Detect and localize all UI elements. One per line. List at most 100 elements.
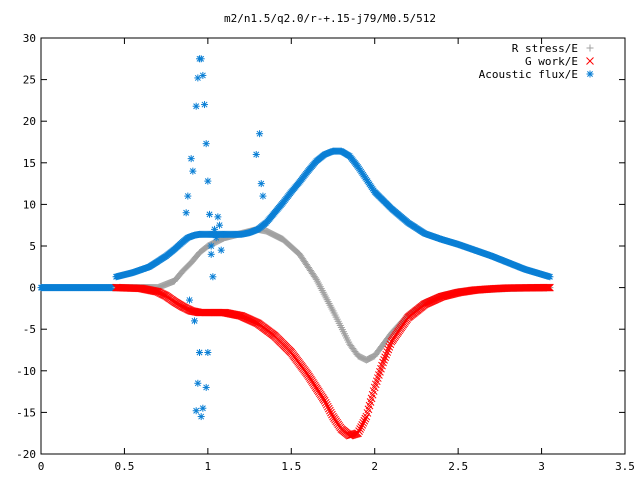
data-point-d2 (356, 425, 364, 433)
data-point-d2 (546, 283, 554, 292)
data-point-d2 (226, 309, 235, 318)
data-point-d2 (223, 309, 232, 318)
data-point-d2 (323, 402, 332, 411)
data-point (384, 345, 393, 354)
data-point-d2 (147, 286, 155, 295)
x-tick-label: 0 (38, 460, 45, 473)
data-point-d2 (234, 311, 243, 320)
data-point-d2 (227, 310, 236, 318)
data-point (320, 396, 329, 405)
data-point-d2 (152, 287, 161, 296)
x-tick-label: 3.5 (615, 460, 635, 473)
y-tick-label: 20 (23, 115, 36, 128)
data-point (355, 427, 363, 435)
data-point-d2 (326, 406, 334, 415)
y-tick-label: 5 (29, 240, 36, 253)
data-point (385, 343, 394, 351)
y-tick-label: 30 (23, 32, 36, 45)
data-point-d2 (222, 309, 231, 317)
data-point-d2 (327, 408, 335, 417)
data-point-d2 (379, 358, 387, 367)
data-point (151, 287, 160, 296)
y-tick-label: 10 (23, 198, 36, 211)
data-point (380, 356, 388, 364)
data-point-d2 (543, 283, 551, 292)
data-point-d2 (380, 356, 388, 364)
data-point-d2 (357, 423, 366, 431)
data-point-d2 (386, 340, 395, 349)
data-point (322, 400, 331, 409)
data-point-d2 (148, 286, 156, 295)
data-point-d2 (143, 285, 151, 294)
data-point (354, 429, 362, 438)
data-point-d2 (225, 309, 234, 318)
y-tick-label: -20 (16, 448, 36, 461)
data-point-d2 (324, 404, 333, 413)
x-tick-label: 0.5 (114, 460, 134, 473)
data-point-d2 (358, 421, 367, 429)
data-point-d2 (229, 310, 238, 319)
flux-baseline-series (37, 284, 120, 292)
data-point-d2 (137, 284, 145, 293)
data-point (328, 410, 336, 419)
x-tick-label: 2 (371, 460, 378, 473)
series-1 (112, 283, 554, 440)
data-point-d2 (233, 311, 242, 319)
data-point (379, 358, 387, 367)
data-point-d2 (544, 283, 552, 292)
data-point (357, 423, 366, 431)
data-point-d2 (140, 285, 148, 293)
y-tick-label: -10 (16, 365, 36, 378)
data-point-d2 (142, 285, 150, 294)
data-point-d2 (146, 286, 154, 295)
data-point (321, 398, 330, 407)
data-point (356, 425, 364, 433)
data-point-d2 (320, 396, 329, 405)
data-point-d2 (141, 285, 149, 294)
data-point-d2 (359, 418, 368, 427)
data-point-d2 (322, 400, 331, 409)
x-tick-label: 1.5 (281, 460, 301, 473)
data-point-d2 (231, 310, 240, 319)
data-point-d2 (321, 398, 330, 407)
y-tick-label: -5 (23, 323, 36, 336)
plot-area (37, 55, 554, 440)
data-point-d2 (328, 410, 336, 419)
chart-title: m2/n1.5/q2.0/r-+.15-j79/M0.5/512 (224, 12, 436, 25)
data-point-d2 (382, 350, 391, 359)
data-point-d2 (236, 311, 245, 320)
data-point-d2 (355, 427, 363, 435)
data-point-d2 (220, 308, 229, 317)
data-point (326, 406, 334, 415)
data-point (359, 418, 368, 427)
data-point-d2 (545, 283, 553, 292)
data-point-d2 (384, 345, 393, 354)
data-point (323, 402, 332, 411)
data-point-d2 (354, 429, 362, 438)
data-point-d2 (228, 310, 237, 318)
data-point-d2 (381, 353, 389, 362)
data-point-d2 (151, 287, 160, 296)
data-point-d2 (151, 287, 159, 296)
data-point (544, 283, 552, 292)
data-point-d2 (235, 311, 244, 320)
y-tick-label: -15 (16, 406, 36, 419)
y-tick-label: 0 (29, 282, 36, 295)
y-axis: -20 -15 -10 -5 0 5 10 15 20 25 30 (16, 32, 625, 461)
data-point-d2 (361, 414, 370, 423)
data-point (381, 353, 389, 362)
y-tick-label: 25 (23, 74, 36, 87)
data-point-d2 (139, 284, 147, 293)
data-point (546, 283, 554, 292)
data-point (383, 348, 392, 356)
data-point-d2 (150, 287, 158, 295)
data-point (386, 340, 395, 349)
data-point (324, 404, 333, 413)
x-tick-label: 3 (538, 460, 545, 473)
data-point (360, 416, 369, 425)
data-point-d2 (383, 348, 392, 356)
data-point (361, 414, 370, 423)
data-point-d2 (224, 309, 233, 318)
x-tick-label: 1 (205, 460, 212, 473)
data-point (358, 421, 367, 429)
